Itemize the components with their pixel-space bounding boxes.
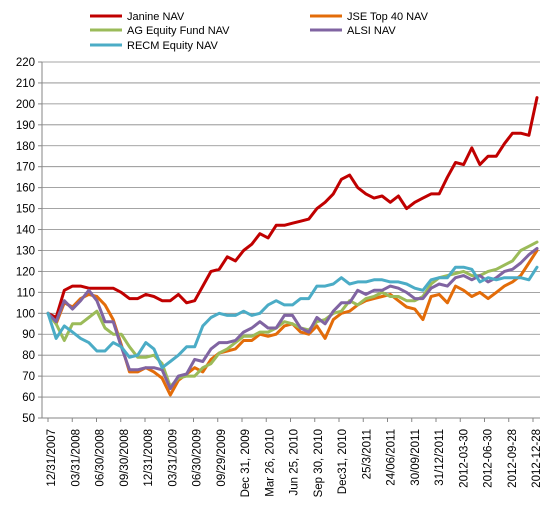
legend-label-recm-equity-nav: RECM Equity NAV [127,40,219,52]
series-line-janine-nav [46,96,539,319]
x-tick-label: 2012-12-28 [531,429,543,488]
x-tick-label: 2012-03-30 [458,429,470,488]
x-tick-label: 2012-06-30 [483,429,495,488]
y-tick-label: 120 [16,266,35,278]
legend-label-alsi-nav: ALSI NAV [347,25,396,37]
legend-label-janine-nav: Janine NAV [127,11,185,23]
x-tick-label: Jun 25, 2010 [289,429,301,496]
x-tick-label: Dec 31, 2009 [240,429,252,497]
x-tick-label: Sep 30, 2010 [313,429,325,497]
x-tick-label: 09/29/2009 [216,429,228,487]
x-tick-label: Dec31, 2010 [337,429,349,494]
gridlines [42,61,540,419]
legend: Janine NAV JSE Top 40 NAV AG Equity Fund N… [90,11,429,52]
y-tick-label: 220 [16,57,35,69]
y-tick-label: 70 [22,371,35,383]
y-tick-label: 190 [16,120,35,132]
x-tick-label: 06/30/2009 [192,429,204,487]
x-tick-label: 30/09/2011 [410,429,422,486]
x-tick-label: 12/31/2007 [46,429,58,487]
x-tick-label: 03/31/2008 [70,429,82,487]
y-tick-label: 160 [16,183,35,195]
y-tick-label: 200 [16,99,35,111]
series-lines [46,96,539,397]
y-tick-label: 170 [16,162,35,174]
x-tick-label: 25/3/2011 [361,429,373,479]
series-line-ag-equity-fund-nav [46,240,539,389]
legend-label-jse-top-40-nav: JSE Top 40 NAV [347,11,429,23]
y-tick-labels: 50 60 70 80 90 100 110 120 130 140 150 160 170 180 190… [16,57,35,425]
series-line-alsi-nav [46,246,539,391]
axes [38,61,540,422]
x-tick-label: 24/06/2011 [386,429,398,486]
y-tick-label: 180 [16,141,35,153]
y-tick-label: 210 [16,78,35,90]
y-tick-label: 50 [22,413,35,425]
series-line-recm-equity-nav [46,265,539,370]
x-tick-label: Mar 26, 2010 [264,429,276,497]
y-tick-label: 140 [16,225,35,237]
x-tick-label: 03/31/2009 [167,429,179,487]
y-tick-label: 90 [22,329,35,341]
x-tick-labels: 12/31/2007 03/31/2008 06/30/2008 09/30/2008… [46,429,543,497]
x-tick-label: 12/31/2008 [143,429,155,487]
x-tick-label: 09/30/2008 [119,429,131,487]
x-tick-label: 31/12/2011 [434,429,446,486]
y-tick-label: 110 [17,287,35,299]
y-tick-label: 80 [22,350,35,362]
x-tick-label: 2012-09-28 [507,429,519,488]
y-tick-label: 130 [16,245,35,257]
y-tick-label: 150 [16,204,35,216]
y-tick-label: 100 [16,308,35,320]
x-tick-label: 06/30/2008 [95,429,107,487]
legend-label-ag-equity-fund-nav: AG Equity Fund NAV [127,25,230,37]
y-tick-label: 60 [22,392,35,404]
